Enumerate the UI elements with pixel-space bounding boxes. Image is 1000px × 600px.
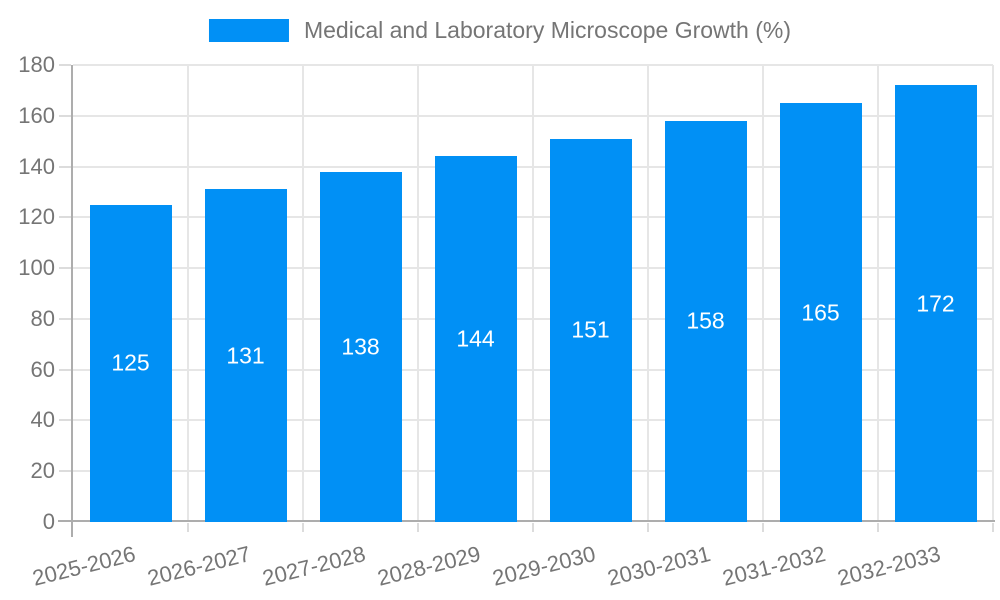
- x-tick: [532, 523, 534, 532]
- bar: 165: [779, 103, 862, 522]
- y-tick: [59, 368, 71, 371]
- x-tick: [417, 523, 419, 532]
- x-axis-line: [58, 520, 995, 522]
- x-tick: [187, 523, 189, 532]
- x-axis-label: 2025-2026: [30, 541, 139, 591]
- x-tick: [762, 523, 764, 532]
- bar-value-label: 158: [686, 307, 725, 334]
- y-tick: [59, 64, 71, 66]
- bar-value-label: 165: [801, 299, 840, 326]
- y-axis-label: 180: [18, 52, 55, 77]
- bar-value-label: 125: [111, 349, 150, 376]
- y-axis-label: 160: [18, 102, 55, 128]
- x-axis-label: 2026-2027: [145, 541, 254, 591]
- y-axis-label: 140: [18, 153, 55, 179]
- gridline-v: [302, 65, 304, 522]
- gridline-v: [532, 65, 534, 522]
- y-axis-label: 80: [30, 305, 55, 331]
- legend[interactable]: Medical and Laboratory Microscope Growth…: [208, 17, 792, 44]
- gridline-v: [417, 65, 419, 522]
- legend-swatch: [208, 19, 289, 42]
- bar: 172: [894, 85, 977, 522]
- x-tick: [302, 523, 304, 532]
- x-axis-label: 2027-2028: [260, 541, 369, 591]
- y-axis-label: 40: [30, 407, 55, 433]
- gridline-v: [647, 65, 649, 522]
- y-axis-label: 20: [30, 458, 55, 484]
- bar-value-label: 138: [341, 333, 380, 360]
- gridline-v: [992, 65, 994, 522]
- bar: 158: [664, 120, 747, 522]
- y-tick: [59, 267, 71, 270]
- y-axis-label: 100: [18, 255, 55, 281]
- x-axis-label: 2028-2029: [375, 541, 484, 591]
- bar: 144: [434, 156, 517, 522]
- y-tick: [59, 317, 71, 320]
- x-tick: [647, 523, 649, 532]
- x-tick: [877, 523, 879, 532]
- gridline-v: [187, 65, 189, 522]
- bar-value-label: 151: [571, 316, 610, 343]
- y-axis-label: 60: [30, 356, 55, 382]
- gridline-v: [877, 65, 879, 522]
- bar: 125: [89, 204, 172, 522]
- plot-area: 125 131 138 144 151 158 165 172: [58, 64, 995, 537]
- bar: 138: [319, 171, 402, 522]
- x-axis-labels: 2025-2026 2026-2027 2027-2028 2028-2029 2029…: [30, 541, 993, 600]
- bar: 151: [549, 138, 632, 522]
- bar-value-label: 172: [916, 290, 955, 317]
- y-axis-label: 0: [42, 509, 55, 534]
- y-axis-label: 120: [18, 204, 55, 230]
- legend-label: Medical and Laboratory Microscope Growth…: [303, 17, 792, 43]
- y-axis-line: [71, 65, 73, 537]
- y-tick: [59, 114, 71, 117]
- x-axis-label: 2029-2030: [490, 541, 599, 591]
- x-axis-label: 2032-2033: [835, 541, 944, 591]
- y-axis-labels: 0 20 40 60 80 100 120 140 160 180: [0, 53, 55, 534]
- y-tick: [59, 216, 71, 219]
- y-tick: [59, 165, 71, 168]
- bar-value-label: 131: [226, 342, 265, 369]
- x-axis-label: 2031-2032: [720, 541, 829, 591]
- x-tick: [992, 523, 994, 532]
- y-tick: [59, 419, 71, 422]
- x-axis-label: 2030-2031: [605, 541, 714, 591]
- bar: 131: [204, 189, 287, 522]
- y-tick: [59, 470, 71, 473]
- gridline-v: [762, 65, 764, 522]
- bar-value-label: 144: [456, 325, 495, 352]
